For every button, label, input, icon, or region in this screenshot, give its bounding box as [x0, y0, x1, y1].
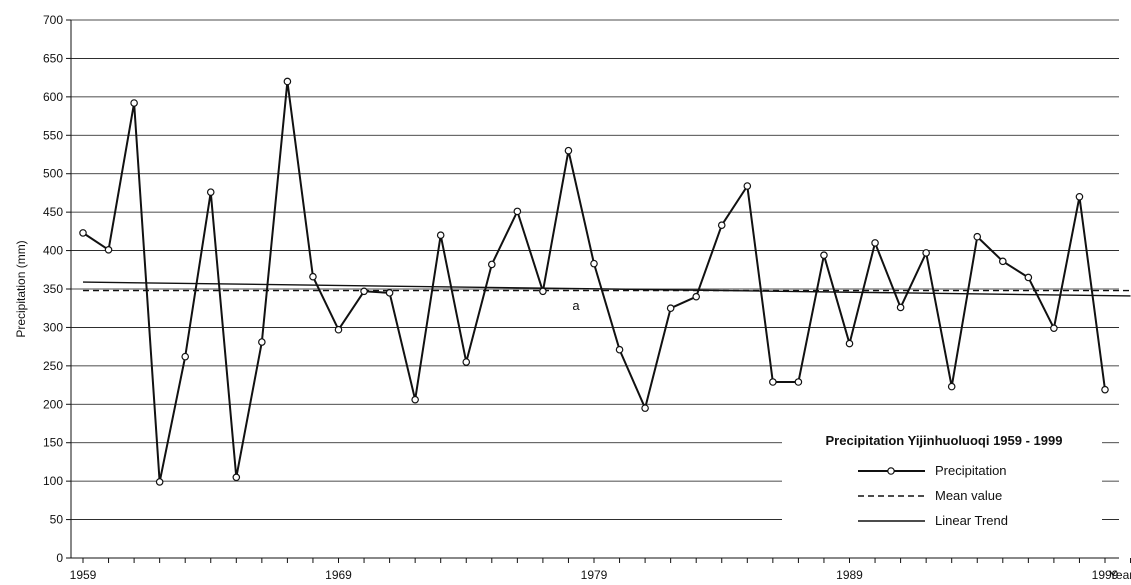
data-point-1971 — [385, 289, 394, 297]
series-layer — [79, 77, 1131, 486]
data-point-1991 — [896, 303, 905, 312]
data-point-1992 — [922, 249, 930, 257]
data-point-1985 — [743, 182, 752, 190]
legend: Precipitation Yijinhuoluoqi 1959 - 1999 … — [782, 428, 1102, 554]
data-point-1990 — [871, 239, 879, 247]
data-point-1998 — [1075, 192, 1084, 201]
y-tick-label-650: 650 — [43, 51, 63, 65]
y-tick-label-550: 550 — [43, 128, 63, 142]
x-tick-label-1979: 1979 — [581, 568, 608, 582]
y-tick-label-200: 200 — [43, 397, 63, 411]
x-axis-label: Year — [1109, 568, 1131, 582]
data-point-1988 — [820, 251, 828, 259]
data-point-1977 — [539, 287, 547, 296]
data-point-1983 — [692, 292, 701, 301]
data-point-1993 — [947, 382, 956, 391]
y-tick-label-150: 150 — [43, 436, 63, 450]
legend-entries: Precipitation Mean value Linear Trend — [858, 463, 1008, 528]
data-point-1987 — [794, 378, 803, 386]
y-tick-label-250: 250 — [43, 359, 63, 373]
y-axis-label: Precipitation (mm) — [14, 240, 28, 337]
y-tick-label-50: 50 — [50, 513, 64, 527]
data-point-1996 — [1024, 273, 1033, 282]
data-point-1963 — [181, 352, 190, 361]
x-tick-label-1959: 1959 — [70, 568, 97, 582]
x-tick-label-1989: 1989 — [836, 568, 863, 582]
y-tick-label-300: 300 — [43, 320, 63, 334]
data-point-1986 — [769, 378, 777, 386]
legend-label-linear-trend: Linear Trend — [935, 513, 1008, 528]
gridlines — [71, 19, 1119, 520]
data-point-1972 — [411, 395, 419, 404]
data-point-1965 — [232, 473, 241, 482]
data-point-1994 — [973, 232, 982, 241]
annotation-label: a — [572, 298, 580, 313]
y-tick-label-0: 0 — [56, 551, 63, 565]
data-point-1974 — [462, 358, 471, 366]
data-point-1997 — [1050, 324, 1058, 332]
data-point-1981 — [641, 404, 649, 412]
y-tick-label-500: 500 — [43, 167, 63, 181]
legend-background — [782, 428, 1102, 554]
legend-label-precipitation: Precipitation — [935, 463, 1007, 478]
data-point-1968 — [309, 272, 317, 281]
data-point-1995 — [998, 257, 1007, 266]
data-point-1969 — [334, 325, 343, 334]
data-point-1979 — [590, 259, 598, 268]
data-point-1961 — [130, 99, 138, 107]
data-point-1975 — [487, 260, 496, 269]
x-tick-label-1999: 1999 — [1092, 568, 1119, 582]
data-point-1989 — [845, 339, 854, 348]
data-point-1973 — [436, 231, 445, 240]
legend-label-mean-value: Mean value — [935, 488, 1002, 503]
data-point-1978 — [564, 146, 573, 155]
y-tick-label-400: 400 — [43, 244, 63, 258]
y-tick-label-100: 100 — [43, 474, 63, 488]
data-point-1970 — [360, 287, 368, 296]
y-tick-label-600: 600 — [43, 90, 63, 104]
legend-marker-precipitation — [887, 467, 895, 475]
data-point-1960 — [104, 246, 113, 254]
data-point-1999 — [1101, 385, 1109, 394]
chart-title: Precipitation Yijinhuoluoqi 1959 - 1999 — [826, 433, 1063, 448]
series-precipitation-line — [82, 80, 1106, 483]
axes: 0 50 100 150 200 250 300 350 400 450 500 550 600 650 7… — [43, 13, 1131, 582]
series-linear-trend-line — [82, 281, 1131, 297]
y-tick-label-350: 350 — [43, 282, 63, 296]
data-point-1976 — [513, 207, 522, 216]
y-tick-label-700: 700 — [43, 13, 63, 27]
data-point-1984 — [717, 221, 726, 230]
data-point-1962 — [155, 478, 164, 486]
data-point-1966 — [258, 338, 266, 346]
x-tick-label-1969: 1969 — [325, 568, 352, 582]
y-tick-label-450: 450 — [43, 205, 63, 219]
data-point-1959 — [79, 229, 87, 237]
data-point-1967 — [283, 77, 292, 86]
data-point-1964 — [206, 188, 215, 196]
data-point-1982 — [666, 304, 675, 313]
data-point-1980 — [615, 345, 624, 354]
